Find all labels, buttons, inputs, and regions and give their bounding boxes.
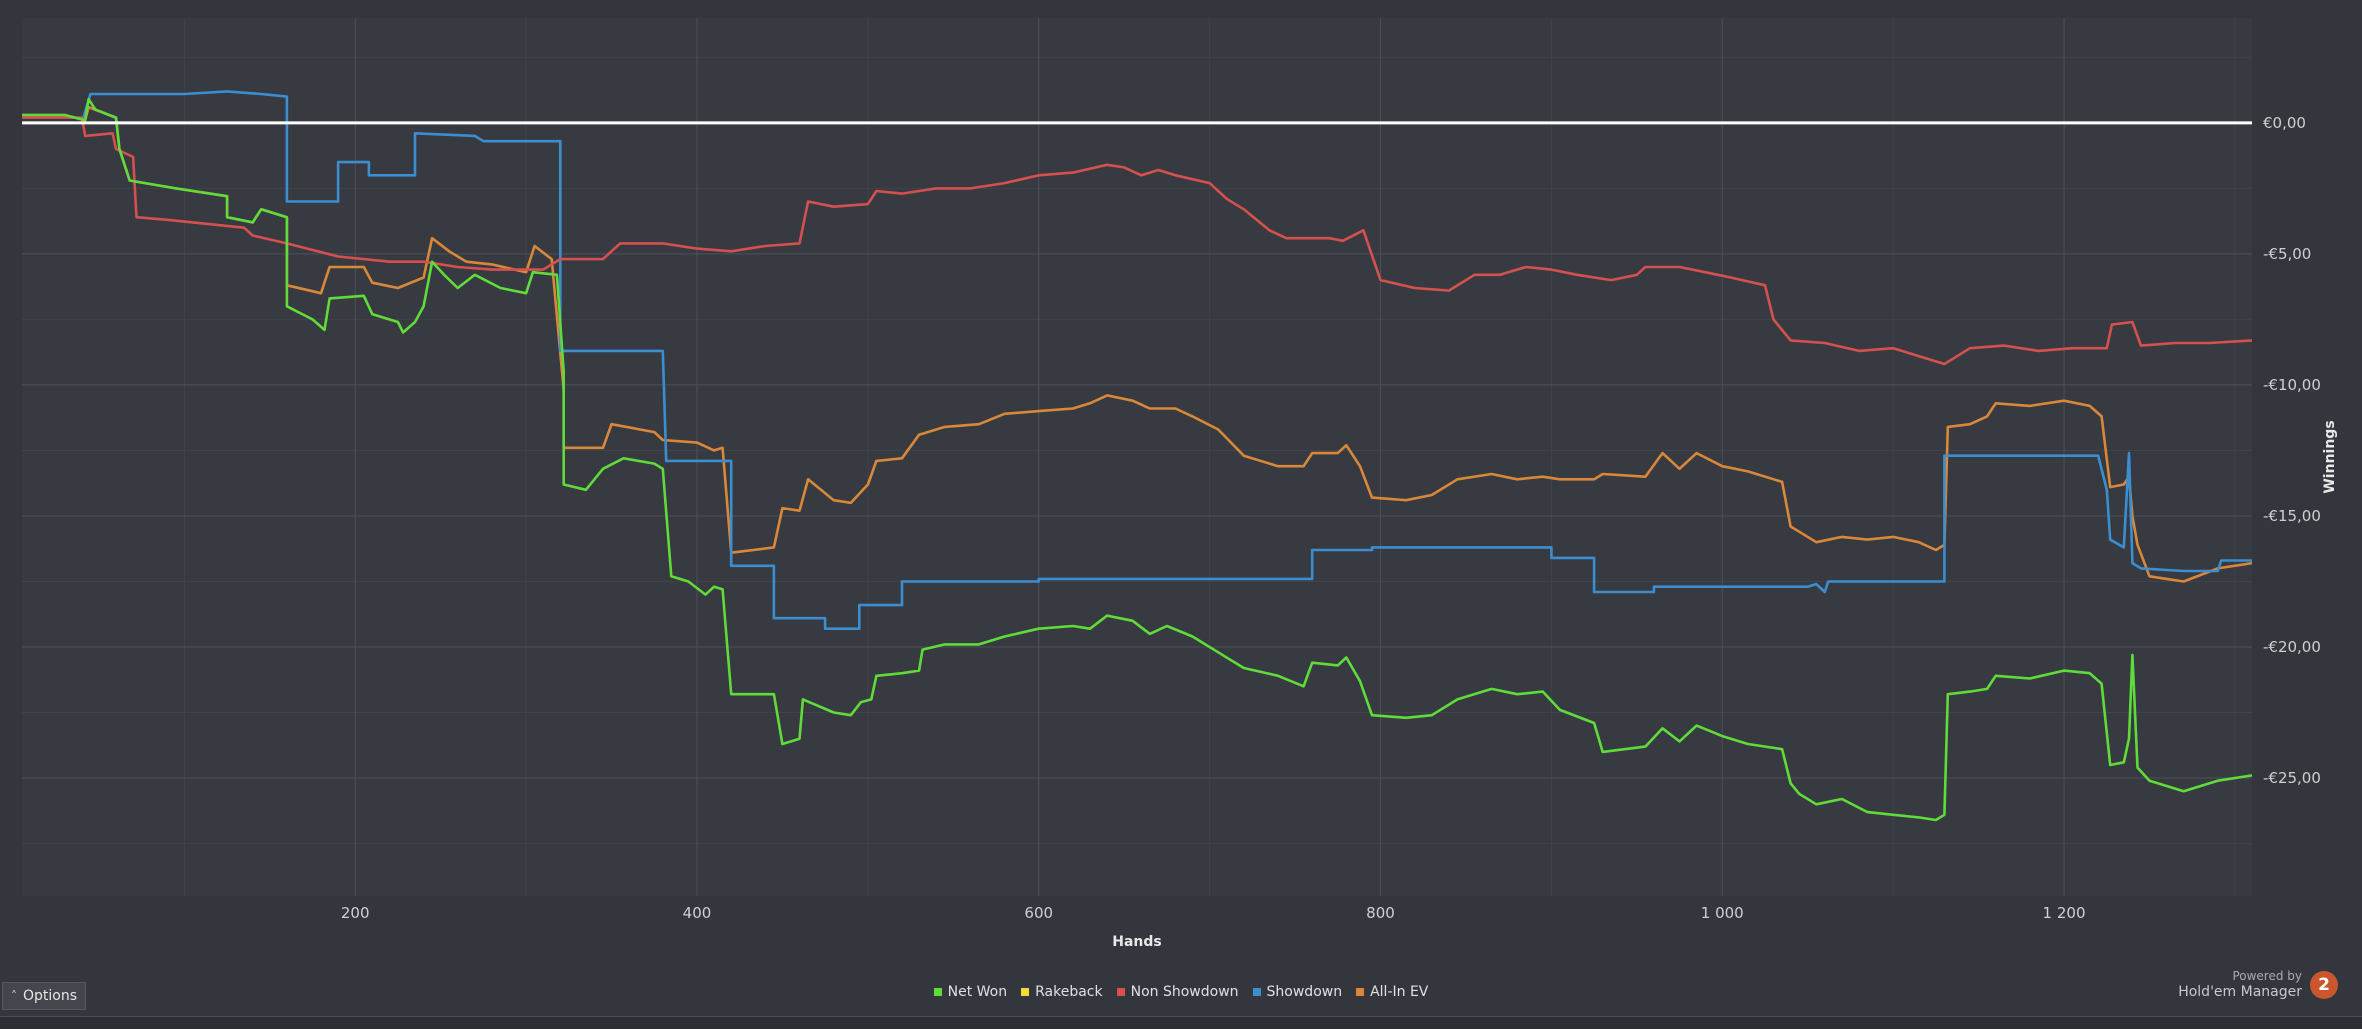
series-line-showdown [22,90,2252,630]
x-tick-label: 1 000 [1701,904,1744,922]
series-lines [22,90,2253,822]
x-tick-label: 200 [341,904,370,922]
series-line-all-in-ev [22,105,2253,583]
major-gridlines [22,18,2252,896]
legend-item-non-showdown[interactable]: Non Showdown [1116,984,1239,1000]
legend-label: Showdown [1266,984,1343,1000]
y-tick-label: -€25,00 [2263,769,2321,787]
x-axis-title: Hands [1112,934,1162,950]
legend-label: Non Showdown [1130,984,1239,1000]
y-tick-label: -€10,00 [2263,376,2321,394]
legend-item-showdown[interactable]: Showdown [1252,984,1343,1000]
options-label: Options [23,988,78,1004]
series-line-net-won [22,97,2253,822]
legend-item-rakeback[interactable]: Rakeback [1021,984,1103,1000]
bottom-status-bar [0,1016,2362,1029]
legend-label: Rakeback [1035,984,1103,1000]
legend-swatch [1021,988,1030,996]
legend-label: All-In EV [1370,984,1429,1000]
x-tick-label: 1 200 [2043,904,2086,922]
series-line-non-showdown [22,116,2253,366]
legend-swatch [1252,988,1261,996]
minor-gridlines [22,18,2252,896]
y-axis-ticks: €0,00 -€5,00 -€10,00 -€15,00 -€20,00 -€25,00 [2263,114,2321,787]
y-tick-label: -€15,00 [2263,507,2321,525]
y-tick-label: -€5,00 [2263,245,2311,263]
y-tick-label: -€20,00 [2263,638,2321,656]
legend-swatch [933,988,942,996]
x-axis-ticks: 200 400 600 800 1 000 1 200 [341,904,2086,922]
powered-by-text: Powered by [2232,969,2302,983]
x-tick-label: 400 [683,904,712,922]
legend-item-net-won[interactable]: Net Won [933,984,1008,1000]
x-tick-label: 800 [1366,904,1395,922]
y-tick-label: €0,00 [2263,114,2306,132]
plot-area [22,18,2252,896]
legend-swatch [1356,988,1365,996]
options-button[interactable]: ˄ Options [2,982,86,1010]
caret-up-icon: ˄ [11,989,17,1003]
powered-by-branding: Powered by Hold'em Manager 2 [2178,969,2338,1000]
legend-item-all-in-ev[interactable]: All-In EV [1356,984,1428,1000]
legend-label: Net Won [947,984,1008,1000]
legend-swatch [1116,988,1125,996]
hm-logo-icon: 2 [2310,970,2338,999]
product-name: Hold'em Manager [2178,983,2302,1000]
y-axis-title: Winnings [2322,420,2338,493]
chart-legend: Net Won Rakeback Non Showdown Showdown All-I… [0,984,2362,1000]
x-tick-label: 600 [1024,904,1053,922]
